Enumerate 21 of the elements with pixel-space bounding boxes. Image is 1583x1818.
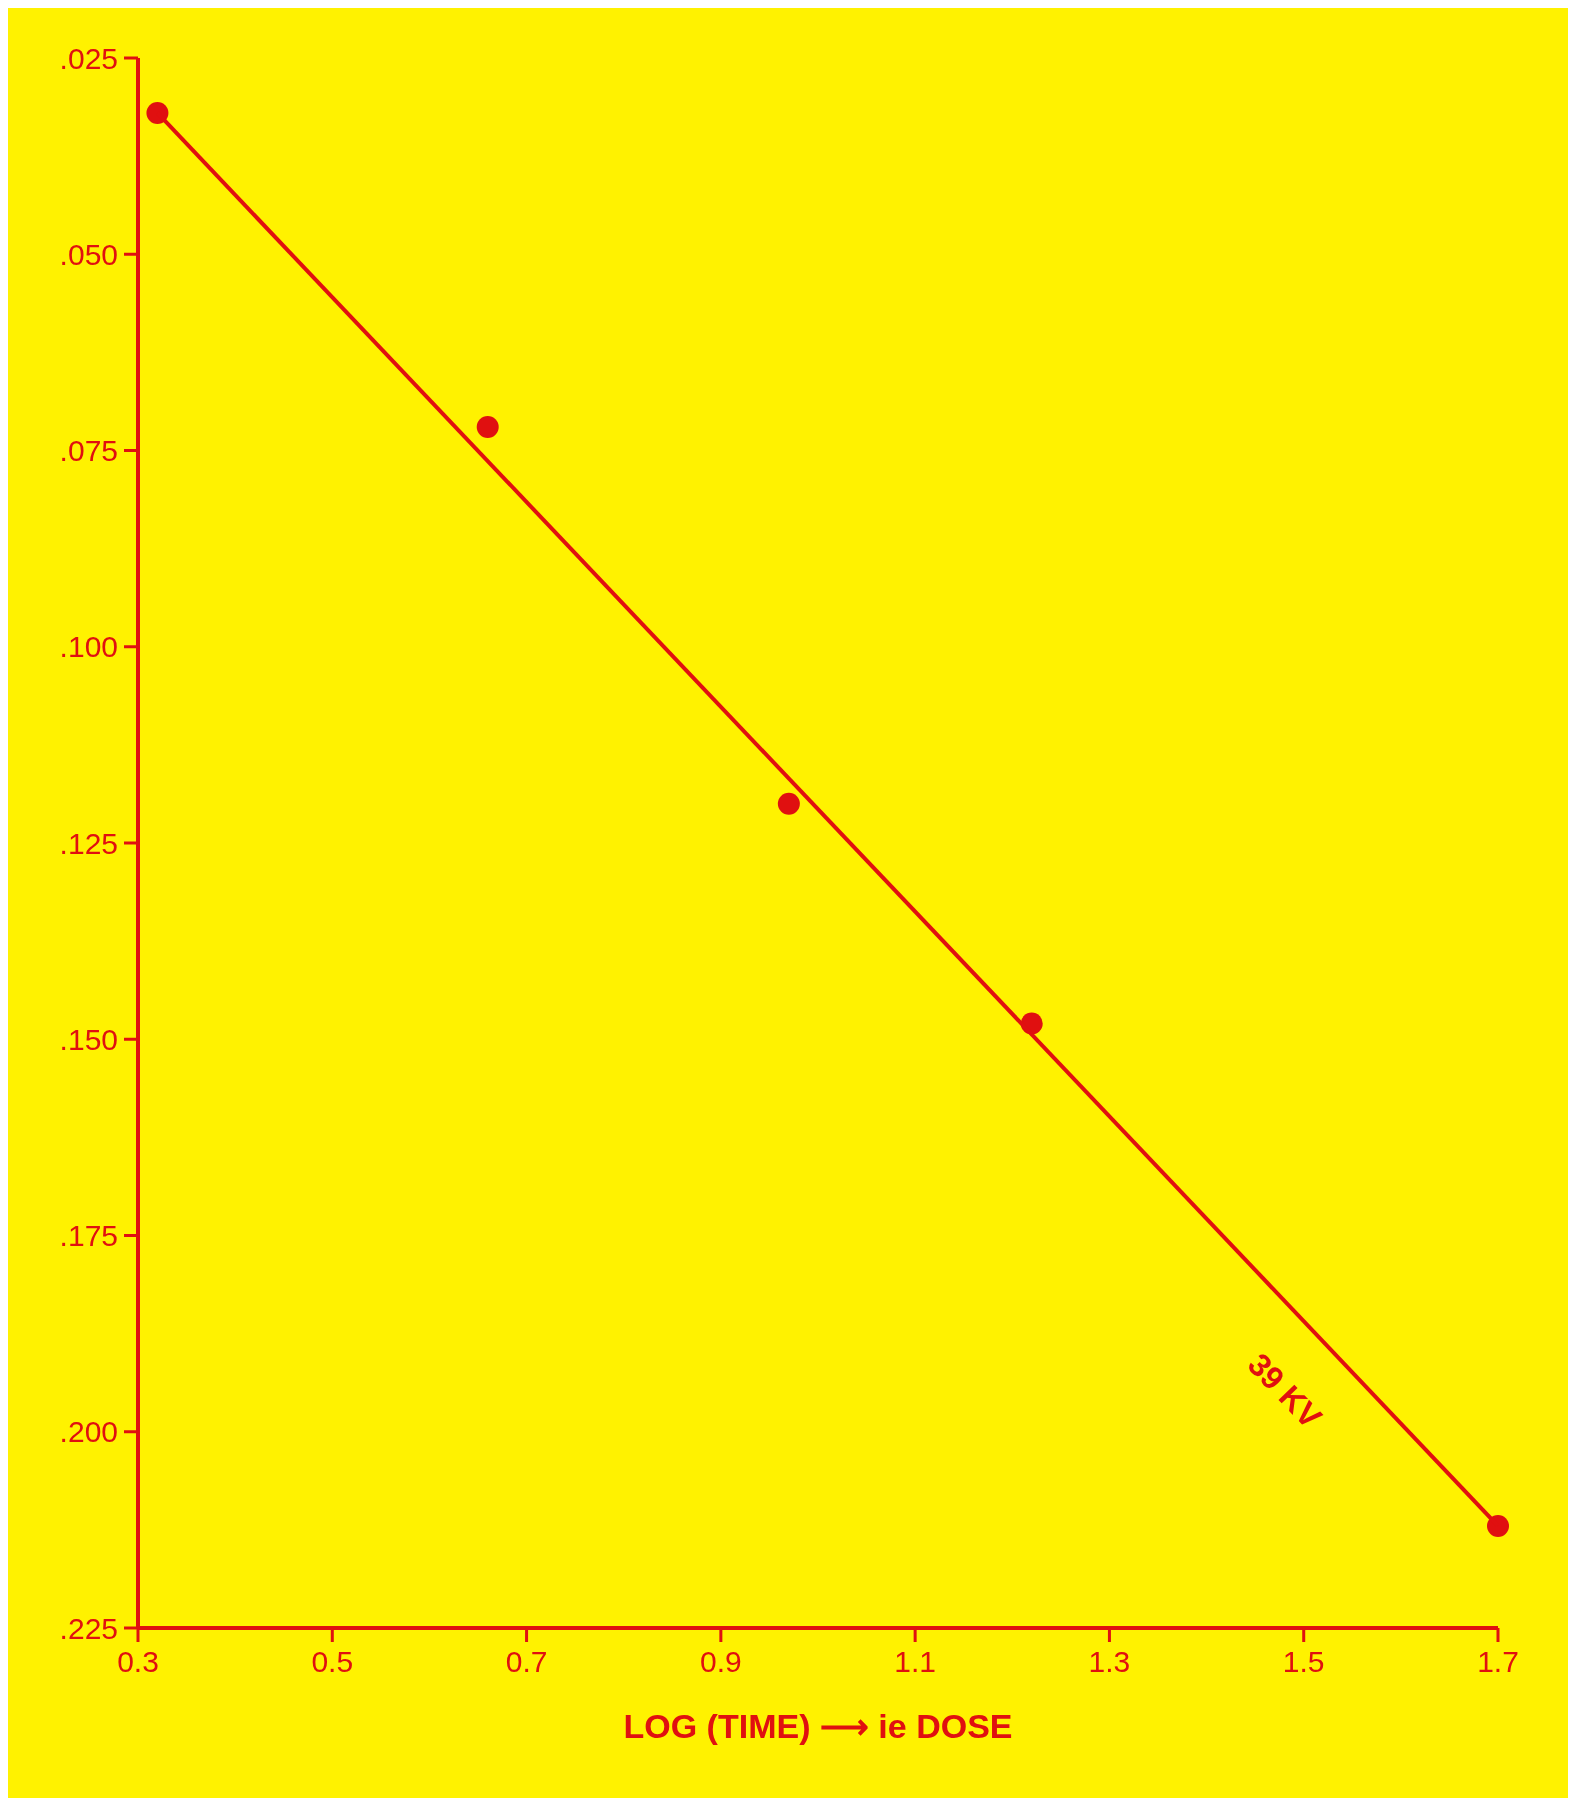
y-tick-label: .150 <box>59 1022 118 1056</box>
x-tick-label: 0.9 <box>700 1645 742 1678</box>
y-tick-label: .125 <box>59 826 118 860</box>
x-tick-label: 0.5 <box>311 1645 354 1678</box>
y-tick-label: .050 <box>59 237 118 271</box>
x-axis-title: LOG (TIME) ⟶ ie DOSE <box>623 1707 1013 1745</box>
x-tick-label: 1.1 <box>894 1645 936 1678</box>
annotation: 39 KV <box>1240 1346 1330 1436</box>
y-tick-label: .100 <box>59 630 118 664</box>
x-tick-label: 1.7 <box>1477 1645 1519 1678</box>
point <box>476 415 499 438</box>
x-tick-label: 1.3 <box>1088 1645 1131 1678</box>
x-tick-label: 1.5 <box>1282 1645 1325 1678</box>
y-tick-label: .225 <box>59 1611 118 1645</box>
y-tick-label: .075 <box>59 434 118 467</box>
y-tick-label: .200 <box>59 1415 118 1449</box>
x-tick-label: 0.3 <box>117 1645 159 1678</box>
x-tick-label: 0.7 <box>505 1645 548 1678</box>
y-tick-label: .025 <box>59 41 118 75</box>
point <box>777 792 800 815</box>
y-tick-label: .175 <box>59 1219 118 1252</box>
